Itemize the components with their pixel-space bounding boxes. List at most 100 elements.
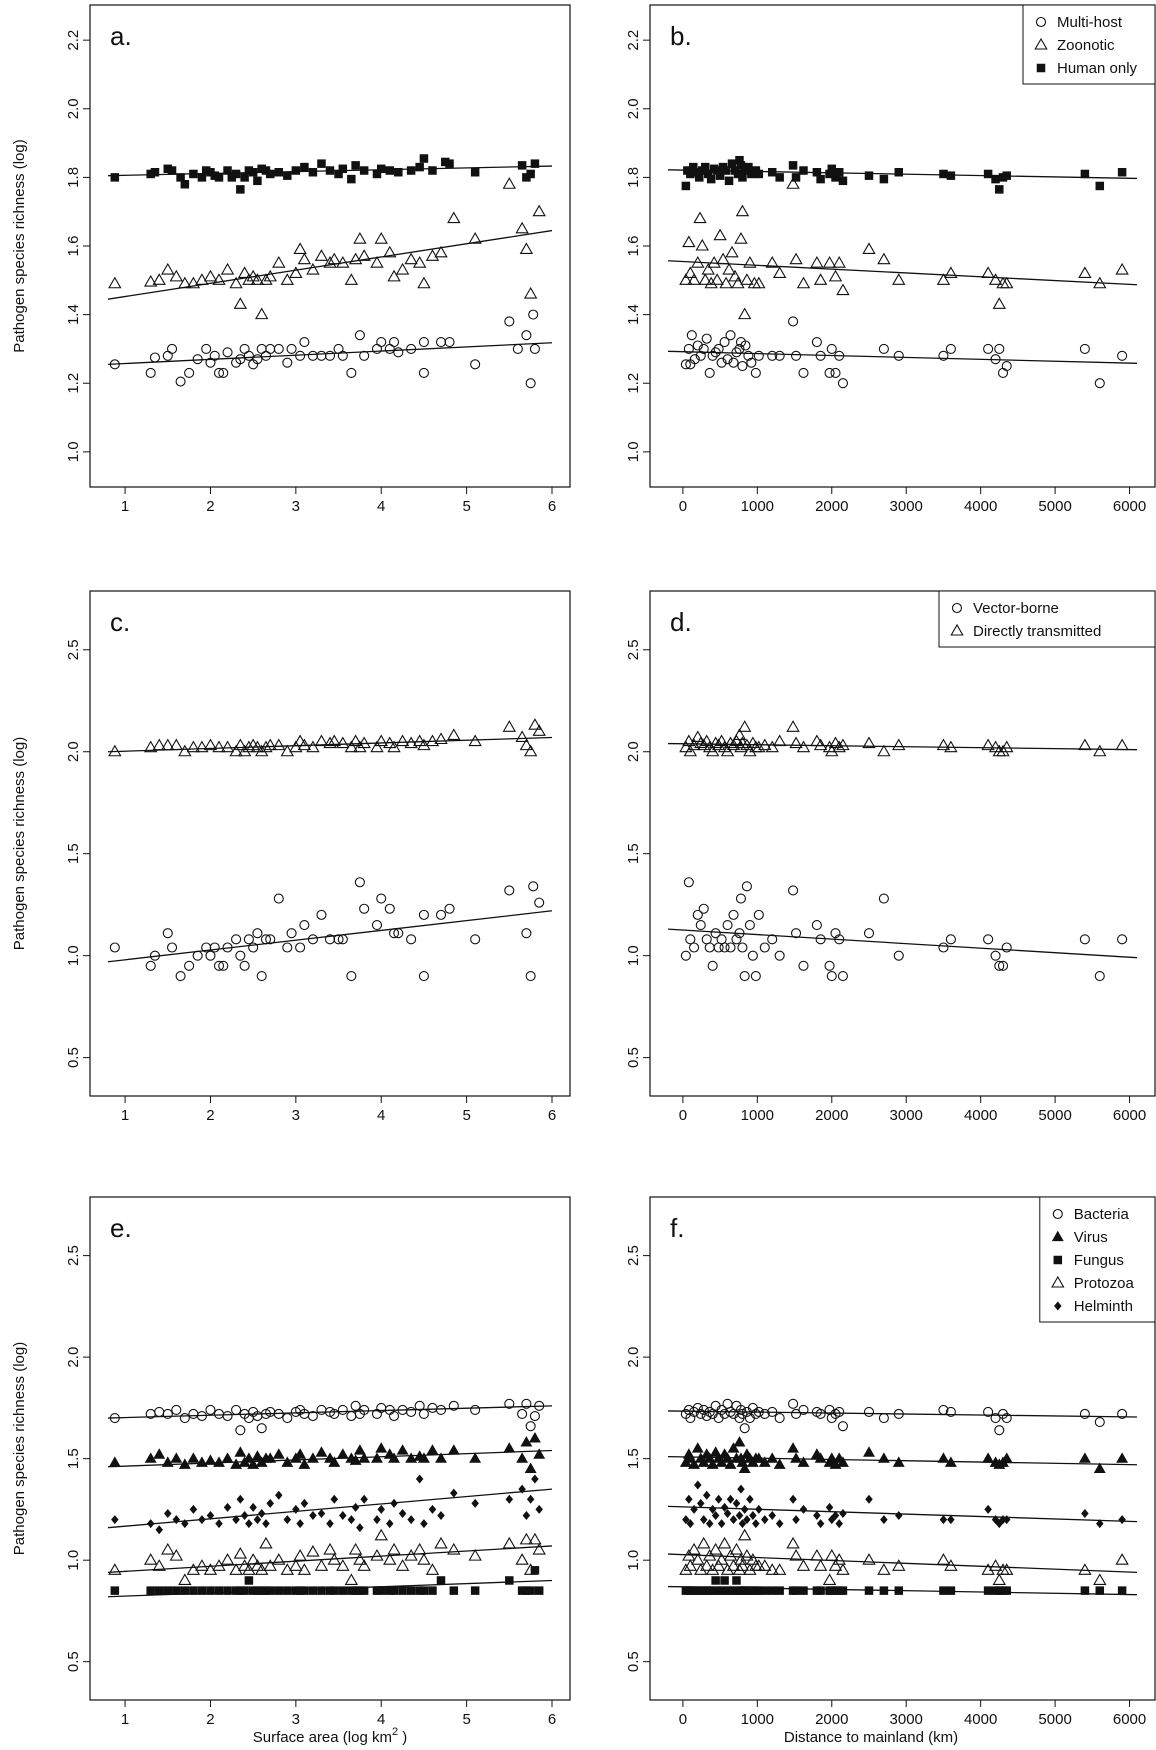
data-point: [735, 1511, 744, 1521]
data-point: [992, 1573, 1006, 1586]
data-point: [988, 1559, 1003, 1571]
data-point: [729, 1515, 738, 1525]
y-tick-label: 1.0: [625, 441, 642, 462]
data-point: [1093, 1573, 1107, 1586]
data-point: [796, 276, 811, 289]
data-point: [697, 1536, 711, 1549]
data-point: [146, 169, 155, 179]
data-point: [406, 1406, 417, 1418]
panel-label: e.: [110, 1213, 132, 1243]
data-point: [253, 1515, 262, 1525]
data-point: [736, 161, 746, 170]
data-point: [447, 1444, 460, 1455]
data-point: [307, 1410, 318, 1422]
data-point: [685, 934, 696, 945]
data-point: [167, 166, 177, 175]
data-point: [938, 350, 949, 361]
data-point: [936, 738, 951, 751]
data-point: [983, 1406, 994, 1418]
data-point: [825, 169, 834, 179]
data-point: [300, 162, 309, 172]
data-point: [788, 161, 798, 170]
data-point: [257, 1508, 266, 1518]
y-tick-label: 1.6: [65, 236, 82, 257]
data-point: [892, 738, 906, 751]
data-point: [521, 1398, 532, 1409]
data-point: [323, 256, 337, 268]
data-point: [727, 1442, 740, 1453]
data-point: [213, 367, 225, 378]
data-point: [468, 232, 482, 244]
data-point: [733, 169, 743, 179]
data-point: [415, 162, 424, 172]
data-point: [707, 350, 718, 361]
data-point: [727, 159, 737, 168]
data-point: [836, 738, 850, 751]
data-point: [398, 1586, 407, 1595]
data-point: [723, 1508, 732, 1518]
plot-area: [667, 155, 1138, 389]
data-point: [170, 1452, 183, 1463]
data-point: [272, 256, 286, 268]
data-point: [988, 273, 1003, 285]
data-point: [726, 1494, 735, 1504]
data-point: [387, 740, 401, 753]
y-tick-label: 2.5: [625, 639, 642, 660]
data-point: [326, 1519, 334, 1529]
data-point: [519, 1532, 534, 1545]
data-point: [832, 256, 846, 268]
data-point: [737, 307, 752, 320]
data-point: [471, 1498, 479, 1508]
data-point: [936, 1553, 951, 1565]
data-point: [725, 245, 739, 258]
data-point: [195, 1456, 208, 1467]
data-point: [939, 1586, 948, 1595]
data-point: [683, 877, 694, 888]
data-point: [834, 1406, 845, 1418]
data-point: [166, 343, 178, 354]
x-tick-label: 2: [206, 1711, 214, 1728]
x-tick-label: 3: [292, 1107, 300, 1124]
data-point: [789, 252, 803, 265]
data-point: [336, 1559, 350, 1571]
x-tick-label: 2: [206, 1107, 214, 1124]
data-point: [720, 1563, 735, 1575]
data-point: [306, 1544, 320, 1557]
data-point: [1001, 942, 1012, 953]
data-point: [692, 1402, 703, 1413]
data-point: [1002, 1586, 1011, 1595]
data-point: [713, 228, 727, 241]
data-point: [825, 744, 839, 757]
data-point: [714, 1553, 729, 1565]
data-point: [256, 970, 267, 982]
data-point: [722, 354, 733, 365]
data-point: [186, 276, 201, 289]
data-point: [711, 1576, 720, 1585]
data-point: [306, 1452, 319, 1463]
data-point: [221, 1452, 234, 1463]
data-point: [1000, 740, 1014, 753]
data-point: [1117, 167, 1127, 177]
data-point: [337, 1404, 348, 1415]
x-axis-label-left: Surface area (log km2 ): [253, 1726, 408, 1746]
data-point: [254, 744, 269, 757]
data-point: [729, 734, 744, 747]
data-point: [725, 330, 736, 341]
data-point: [517, 1408, 528, 1420]
data-point: [470, 1586, 480, 1595]
data-point: [435, 1452, 447, 1463]
data-point: [229, 1563, 243, 1575]
data-point: [441, 157, 450, 167]
data-point: [765, 740, 779, 753]
legend-marker: [1034, 37, 1048, 50]
fit-line: [667, 742, 1138, 751]
data-point: [324, 350, 336, 361]
data-point: [152, 273, 166, 285]
fit-line: [667, 1585, 1138, 1596]
data-point: [1079, 934, 1090, 945]
data-point: [772, 734, 787, 747]
data-point: [292, 1504, 300, 1514]
data-point: [1096, 1519, 1104, 1529]
legend: Vector-borne Directly transmitted: [938, 590, 1156, 648]
